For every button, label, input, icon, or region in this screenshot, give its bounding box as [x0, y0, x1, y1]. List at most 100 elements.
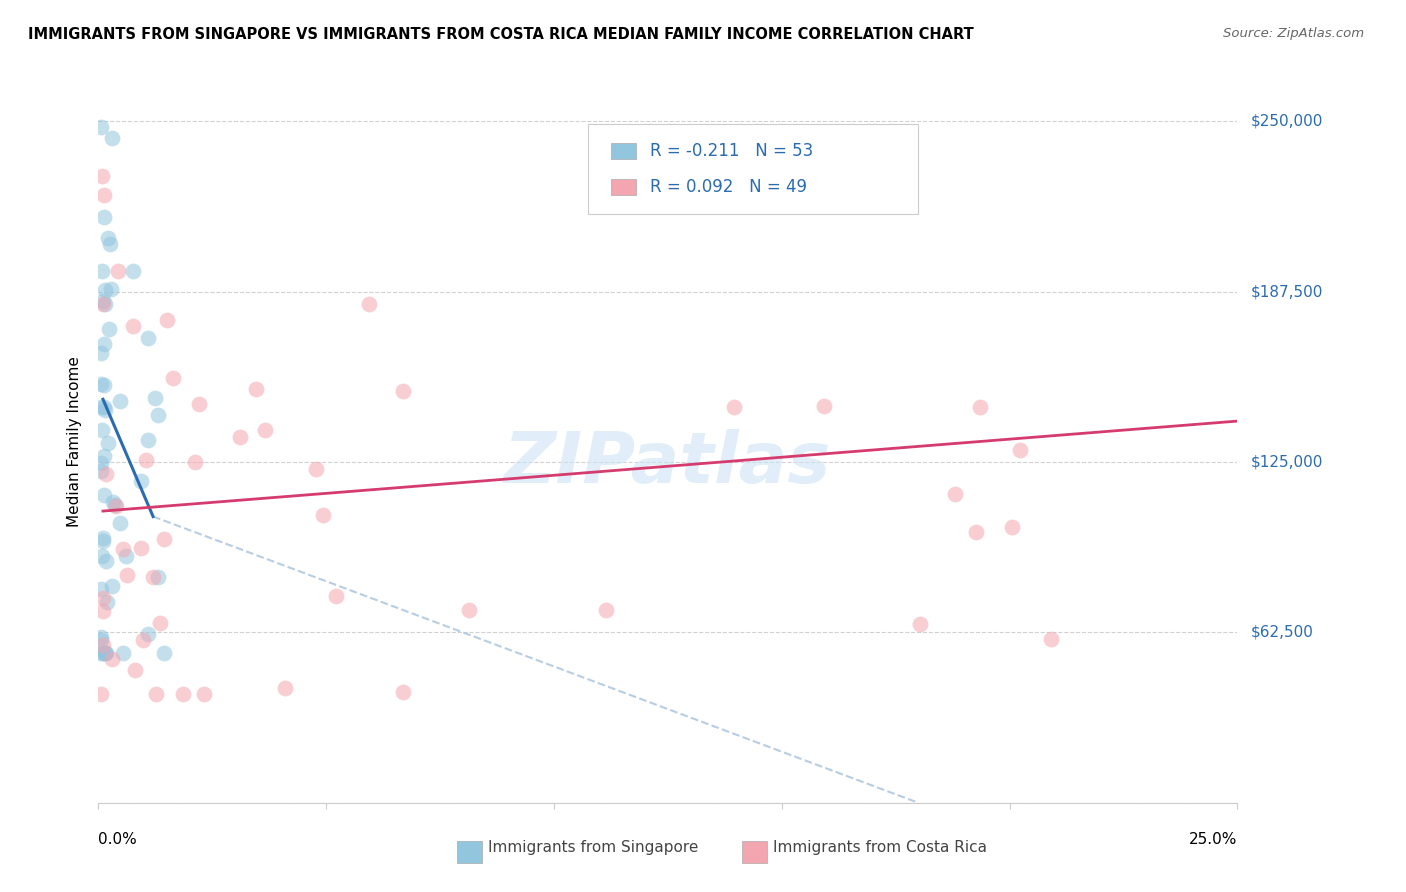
Point [93, 336, 115, 351]
Point [97, 436, 120, 450]
Point [90, 376, 112, 391]
Point [97, 231, 120, 245]
FancyBboxPatch shape [612, 143, 636, 159]
Point [93, 400, 115, 414]
Point [90, 630, 112, 644]
Point [90, 169, 112, 183]
Point [138, 433, 160, 447]
Point [93, 378, 115, 392]
Point [132, 632, 155, 647]
Point [148, 570, 170, 584]
Point [90, 582, 112, 597]
FancyBboxPatch shape [742, 841, 766, 863]
Point [101, 130, 124, 145]
Text: IMMIGRANTS FROM SINGAPORE VS IMMIGRANTS FROM COSTA RICA MEDIAN FAMILY INCOME COR: IMMIGRANTS FROM SINGAPORE VS IMMIGRANTS … [28, 27, 974, 42]
Point [274, 681, 297, 695]
Point [965, 524, 987, 539]
Point [172, 687, 194, 701]
Point [93, 646, 115, 660]
Point [136, 331, 159, 345]
Point [152, 646, 174, 660]
Point [1008, 442, 1031, 457]
Text: ZIPatlas: ZIPatlas [505, 429, 831, 498]
Point [91, 549, 114, 563]
Point [149, 615, 172, 630]
Point [135, 452, 157, 467]
Point [104, 500, 127, 514]
Point [112, 541, 135, 556]
Point [156, 313, 179, 327]
Point [245, 382, 267, 396]
Point [111, 646, 134, 660]
Point [117, 568, 139, 582]
Point [162, 371, 184, 385]
Point [184, 455, 207, 469]
Point [129, 541, 152, 555]
Point [458, 603, 481, 617]
Point [304, 462, 326, 476]
Point [136, 627, 159, 641]
Point [91, 534, 114, 549]
Point [124, 663, 146, 677]
Point [94, 297, 117, 311]
Point [90, 687, 112, 701]
Text: $62,500: $62,500 [1251, 625, 1315, 640]
Point [100, 579, 122, 593]
Point [357, 296, 380, 310]
Point [146, 409, 169, 423]
Text: 0.0%: 0.0% [98, 831, 138, 847]
Point [107, 264, 129, 278]
FancyBboxPatch shape [588, 124, 918, 214]
Point [813, 400, 835, 414]
Point [90, 400, 112, 414]
Point [129, 474, 152, 488]
Point [91, 604, 114, 618]
Point [90, 646, 112, 660]
Point [110, 393, 132, 408]
Point [100, 282, 122, 296]
Point [91, 591, 114, 605]
Point [193, 687, 215, 701]
Point [943, 487, 966, 501]
Y-axis label: Median Family Income: Median Family Income [67, 356, 83, 527]
Point [90, 633, 112, 648]
Point [312, 508, 335, 522]
Point [90, 464, 112, 478]
Text: Immigrants from Singapore: Immigrants from Singapore [488, 840, 699, 855]
Point [91, 297, 114, 311]
Point [153, 532, 176, 546]
Text: Source: ZipAtlas.com: Source: ZipAtlas.com [1223, 27, 1364, 40]
Text: $187,500: $187,500 [1251, 284, 1323, 299]
FancyBboxPatch shape [612, 179, 636, 195]
Text: $125,000: $125,000 [1251, 455, 1323, 469]
Text: $250,000: $250,000 [1251, 113, 1323, 128]
Point [392, 685, 415, 699]
Point [90, 456, 112, 470]
Point [98, 236, 121, 251]
Point [142, 570, 165, 584]
Point [908, 617, 931, 632]
Text: Immigrants from Costa Rica: Immigrants from Costa Rica [773, 840, 987, 855]
Point [90, 120, 112, 134]
Point [392, 384, 415, 399]
Point [723, 401, 745, 415]
Point [1000, 520, 1022, 534]
Point [91, 646, 114, 660]
Point [254, 423, 277, 437]
Point [94, 646, 117, 660]
Point [122, 318, 145, 333]
Point [90, 346, 112, 360]
Point [1039, 632, 1062, 647]
FancyBboxPatch shape [457, 841, 482, 863]
Point [94, 283, 117, 297]
Point [94, 467, 117, 481]
Point [91, 531, 114, 545]
Point [90, 423, 112, 437]
Point [97, 322, 120, 336]
Point [93, 488, 115, 502]
Point [595, 602, 617, 616]
Point [103, 495, 125, 509]
Point [188, 397, 211, 411]
Point [110, 516, 132, 530]
Text: 25.0%: 25.0% [1189, 831, 1237, 847]
